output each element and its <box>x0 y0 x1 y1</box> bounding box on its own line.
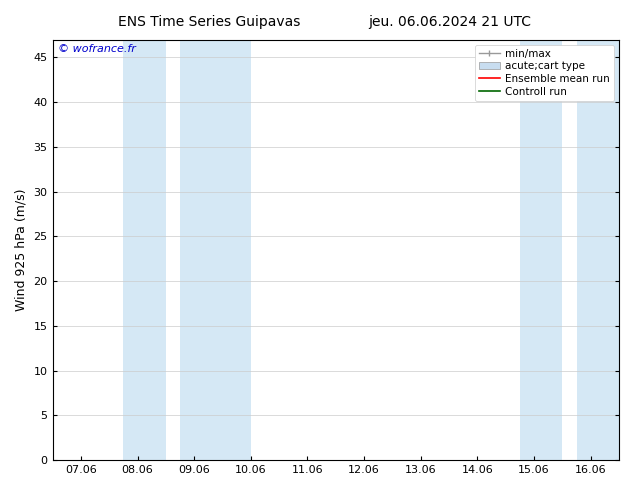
Bar <box>124 40 166 460</box>
Bar <box>576 40 624 460</box>
Bar <box>180 40 251 460</box>
Legend: min/max, acute;cart type, Ensemble mean run, Controll run: min/max, acute;cart type, Ensemble mean … <box>475 45 614 101</box>
Text: jeu. 06.06.2024 21 UTC: jeu. 06.06.2024 21 UTC <box>368 15 532 29</box>
Bar <box>520 40 562 460</box>
Y-axis label: Wind 925 hPa (m/s): Wind 925 hPa (m/s) <box>15 189 28 311</box>
Text: © wofrance.fr: © wofrance.fr <box>58 44 136 54</box>
Text: ENS Time Series Guipavas: ENS Time Series Guipavas <box>118 15 301 29</box>
